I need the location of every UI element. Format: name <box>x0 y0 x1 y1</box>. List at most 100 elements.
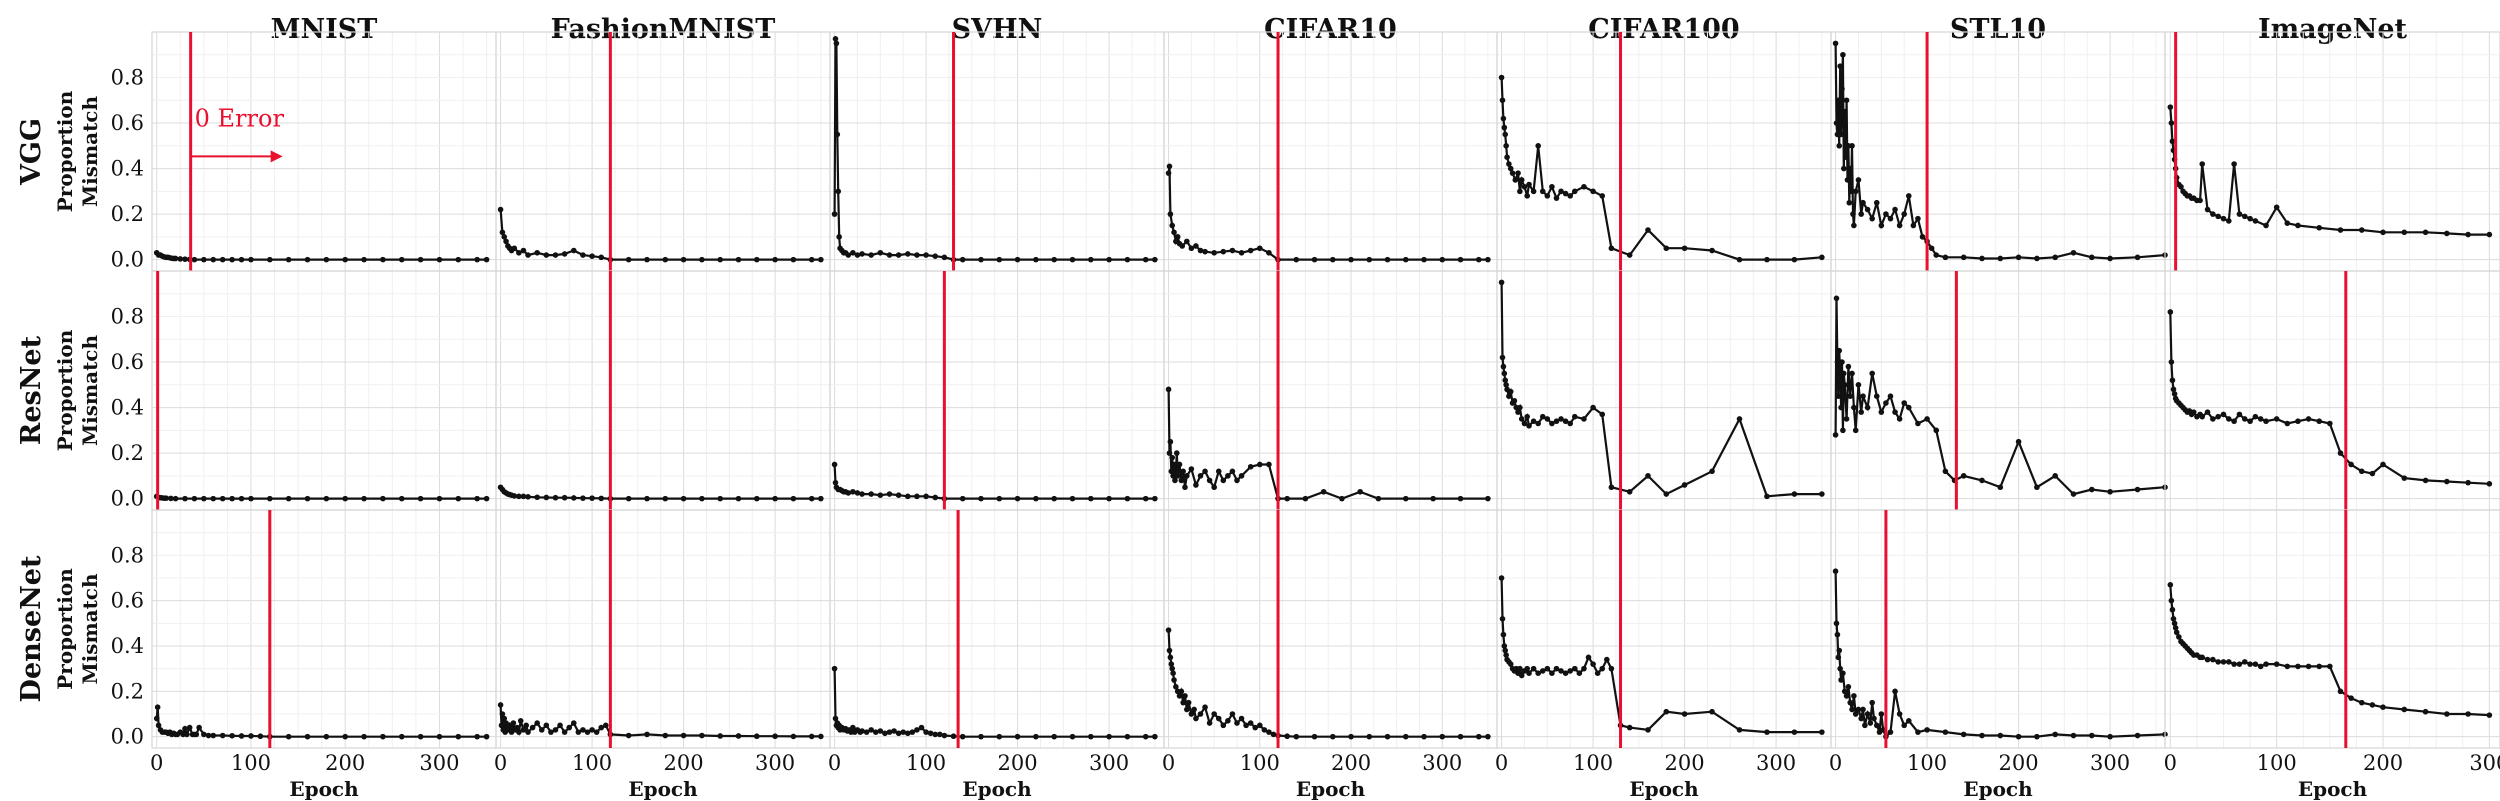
data-point <box>1366 256 1373 263</box>
data-point <box>1663 708 1670 715</box>
data-point <box>417 495 424 502</box>
data-point <box>868 727 874 733</box>
data-point <box>2241 416 2248 422</box>
data-point <box>575 729 582 735</box>
data-point <box>2134 486 2141 493</box>
data-point <box>1169 454 1176 461</box>
data-point <box>196 724 202 731</box>
data-point <box>996 733 1003 740</box>
data-point <box>570 495 577 501</box>
data-point <box>2316 663 2323 670</box>
data-point <box>1915 420 1921 427</box>
data-point <box>380 495 386 502</box>
data-point <box>914 252 920 258</box>
y-tick-label: 0.2 <box>111 202 144 226</box>
data-point <box>2210 416 2216 422</box>
data-point <box>557 722 563 729</box>
data-point <box>1887 393 1894 399</box>
data-point <box>1567 193 1574 199</box>
data-point <box>1402 256 1409 263</box>
data-point <box>529 724 536 731</box>
data-point <box>1165 170 1172 176</box>
data-point <box>1942 254 1949 261</box>
data-point <box>2316 224 2323 231</box>
x-tick-label: 300 <box>2469 751 2500 775</box>
data-point <box>1626 252 1633 258</box>
data-point <box>1106 495 1112 502</box>
row-title-vgg: VGG <box>16 118 47 186</box>
data-point <box>978 733 984 740</box>
data-point <box>1256 722 1263 729</box>
panel-vgg-mnist <box>151 31 497 272</box>
data-point <box>833 40 840 47</box>
data-point <box>859 491 865 497</box>
data-point <box>2247 418 2253 425</box>
data-point <box>2015 733 2022 740</box>
y-axis-label: Mismatch <box>78 96 102 208</box>
data-point <box>1402 733 1409 740</box>
data-point <box>474 256 480 263</box>
data-point <box>1518 416 1525 422</box>
data-point <box>1581 665 1587 672</box>
panel-densenet-cifar10 <box>1163 509 1498 749</box>
data-point <box>248 733 254 739</box>
x-tick-label: 100 <box>2257 751 2297 775</box>
data-point <box>1843 97 1850 104</box>
data-point <box>1901 211 1908 217</box>
data-point <box>598 495 605 502</box>
data-point <box>1311 733 1318 740</box>
data-point <box>219 256 226 263</box>
x-tick-label: 200 <box>2363 751 2403 775</box>
data-point <box>1905 718 1912 724</box>
data-point <box>644 495 650 502</box>
data-point <box>914 493 920 500</box>
x-tick-label: 0 <box>494 751 507 775</box>
data-point <box>525 252 531 258</box>
data-point <box>1517 404 1523 411</box>
data-point <box>1892 688 1898 695</box>
data-point <box>1206 720 1213 726</box>
data-point <box>1124 733 1131 740</box>
panel-densenet-mnist <box>151 509 497 749</box>
data-point <box>978 256 984 263</box>
data-point <box>455 733 462 740</box>
data-point <box>1883 211 1889 217</box>
data-point <box>598 254 605 261</box>
data-point <box>248 256 254 263</box>
data-point <box>1521 183 1528 190</box>
data-point <box>2088 486 2095 493</box>
data-point <box>950 733 957 740</box>
data-point <box>2252 661 2259 667</box>
data-point <box>172 495 179 502</box>
data-point <box>1402 495 1409 502</box>
data-point <box>155 722 162 729</box>
data-point <box>854 490 861 496</box>
data-point <box>1185 699 1192 706</box>
data-point <box>1864 206 1871 213</box>
y-axis-label: Proportion <box>53 329 77 451</box>
data-point <box>1901 722 1908 729</box>
data-point <box>1329 256 1336 263</box>
data-point <box>1544 193 1551 199</box>
data-point <box>323 256 330 263</box>
data-point <box>1366 733 1373 740</box>
panel-frame <box>2164 509 2500 749</box>
data-point <box>1357 488 1363 495</box>
data-point <box>191 495 198 502</box>
data-point <box>1197 711 1204 717</box>
data-point <box>2169 377 2176 384</box>
data-point <box>2088 732 2095 739</box>
data-point <box>1530 665 1537 672</box>
data-point <box>342 256 349 263</box>
data-point <box>1896 416 1903 422</box>
data-point <box>1549 183 1555 190</box>
data-point <box>1849 143 1855 149</box>
data-point <box>1293 733 1300 740</box>
data-point <box>1526 181 1532 188</box>
data-point <box>1663 491 1670 497</box>
data-point <box>543 252 550 258</box>
data-point <box>589 495 595 501</box>
data-point <box>1544 416 1551 422</box>
data-point <box>2034 484 2040 491</box>
panel-vgg-imagenet <box>2164 31 2500 272</box>
